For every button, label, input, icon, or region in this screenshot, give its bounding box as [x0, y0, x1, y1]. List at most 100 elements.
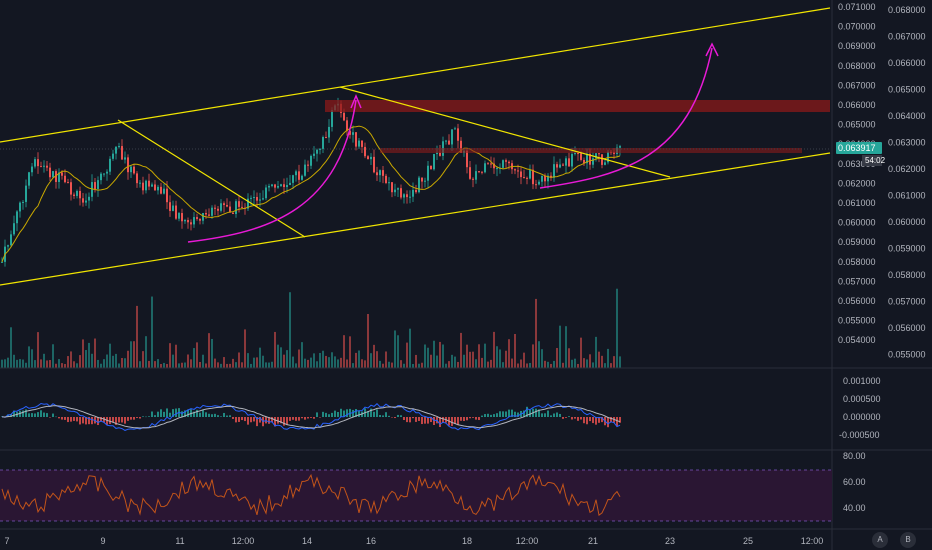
rsi-axis: 80.00 60.00 40.00 — [843, 451, 866, 513]
candle-body — [358, 140, 360, 147]
volume-bar — [208, 333, 210, 368]
rsi-pane[interactable] — [0, 469, 832, 522]
volume-bar — [433, 340, 435, 368]
price-tick-label: 0.057000 — [888, 297, 926, 307]
volume-bar — [61, 363, 63, 368]
volume-bar — [328, 357, 330, 368]
candle-body — [505, 160, 507, 162]
macd-histogram-bar — [289, 417, 291, 421]
macd-histogram-bar — [259, 417, 261, 423]
macd-histogram-bar — [13, 410, 15, 417]
candle-body — [85, 200, 87, 203]
candle-body — [343, 112, 345, 121]
macd-histogram-bar — [538, 409, 540, 417]
candle-body — [70, 182, 72, 195]
macd-histogram-bar — [40, 410, 42, 417]
moving-average-line — [1, 125, 621, 263]
candle-body — [286, 185, 288, 188]
candle-body — [454, 128, 456, 130]
volume-bar — [322, 350, 324, 368]
macd-histogram-bar — [418, 417, 420, 421]
price-tick-label: 0.066000 — [838, 100, 876, 110]
macd-pane[interactable] — [1, 402, 621, 431]
volume-bar — [136, 305, 138, 368]
volume-bar — [274, 331, 276, 368]
macd-histogram-bar — [601, 417, 603, 423]
volume-bar — [19, 359, 21, 368]
volume-bar — [331, 352, 333, 368]
volume-bar — [223, 357, 225, 368]
candle-body — [388, 182, 390, 184]
macd-histogram-bar — [430, 417, 432, 423]
volume-bar — [241, 362, 243, 368]
candle-body — [145, 180, 147, 191]
candle-body — [136, 173, 138, 184]
macd-histogram-bar — [301, 417, 303, 419]
macd-histogram-bar — [424, 417, 426, 424]
volume-bar — [76, 363, 78, 368]
channel-upper-line — [0, 7, 831, 143]
candle-body — [256, 197, 258, 201]
volume-bars — [1, 288, 621, 368]
macd-histogram-bar — [49, 417, 51, 418]
candle-body — [361, 140, 363, 147]
volume-bar — [244, 329, 246, 368]
volume-bar — [157, 359, 159, 368]
macd-histogram-bar — [280, 417, 282, 424]
macd-histogram-bar — [325, 412, 327, 417]
macd-histogram-bar — [526, 406, 528, 417]
auto-scale-button[interactable]: A — [872, 532, 888, 548]
candle-body — [100, 173, 102, 181]
rsi-tick-label: 80.00 — [843, 451, 866, 461]
price-pane[interactable] — [0, 7, 831, 368]
candle-body — [208, 214, 210, 216]
macd-histogram-bar — [547, 410, 549, 417]
macd-histogram-bar — [7, 414, 9, 417]
log-scale-button[interactable]: B — [900, 532, 916, 548]
price-tick-label: 0.062000 — [888, 164, 926, 174]
volume-bar — [115, 353, 117, 368]
candle-body — [418, 177, 420, 193]
price-tick-label: 0.060000 — [838, 218, 876, 228]
candle-body — [49, 167, 51, 178]
candle-body — [199, 218, 201, 221]
volume-bar — [364, 360, 366, 368]
volume-bar — [457, 361, 459, 368]
candle-body — [55, 171, 57, 182]
macd-histogram-bar — [70, 417, 72, 422]
volume-bar — [94, 338, 96, 368]
volume-bar — [562, 362, 564, 368]
candle-body — [583, 159, 585, 164]
macd-histogram-bar — [61, 417, 63, 420]
macd-histogram-bar — [43, 412, 45, 417]
volume-bar — [496, 346, 498, 368]
volume-bar — [16, 359, 18, 368]
macd-histogram-bar — [205, 412, 207, 417]
macd-histogram-bar — [433, 417, 435, 425]
macd-histogram-bar — [166, 408, 168, 417]
price-tick-label: 0.068000 — [888, 5, 926, 15]
volume-bar — [280, 347, 282, 368]
volume-bar — [271, 361, 273, 368]
candle-body — [385, 175, 387, 183]
volume-bar — [607, 348, 609, 368]
candle-body — [226, 204, 228, 207]
candle-body — [25, 185, 27, 202]
price-tick-label: 0.064000 — [888, 111, 926, 121]
candle-body — [502, 160, 504, 168]
volume-bar — [379, 360, 381, 368]
candle-body — [10, 234, 12, 246]
candle-body — [67, 182, 69, 184]
candle-body — [193, 217, 195, 225]
price-tick-label: 0.057000 — [838, 276, 876, 286]
price-tick-label: 0.067000 — [888, 32, 926, 42]
candle-body — [301, 175, 303, 180]
macd-histogram-bar — [481, 415, 483, 417]
candle-body — [379, 170, 381, 176]
macd-histogram-bar — [496, 413, 498, 417]
macd-tick-label: 0.001000 — [843, 376, 881, 386]
time-tick-label: 16 — [366, 536, 376, 546]
candle-body — [436, 152, 438, 155]
price-tick-label: 0.066000 — [888, 58, 926, 68]
